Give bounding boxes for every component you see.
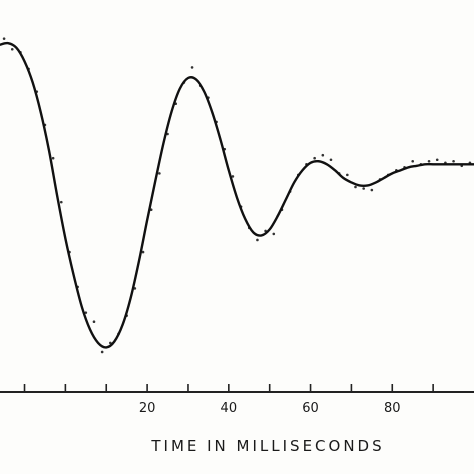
measured-point	[2, 37, 6, 40]
measured-point	[427, 159, 431, 163]
measured-point	[100, 350, 104, 354]
measured-point	[435, 158, 439, 162]
measured-point	[84, 311, 88, 314]
measured-point	[109, 341, 112, 345]
x-tick-label: 80	[384, 401, 401, 416]
measured-point	[411, 159, 415, 163]
x-tick-label: 20	[139, 401, 156, 416]
measured-point	[321, 153, 325, 157]
measured-point	[190, 66, 194, 69]
measured-point	[370, 188, 374, 192]
measured-point	[59, 200, 63, 204]
measured-point	[141, 250, 145, 254]
x-tick-label: 40	[221, 401, 238, 416]
fitted-oscillation-curve	[0, 41, 474, 349]
x-axis-tick-labels: 20 40 60 80	[139, 401, 401, 416]
measured-point	[313, 156, 316, 160]
x-axis-label: TIME IN MILLISECONDS	[150, 437, 384, 455]
measured-point	[272, 232, 276, 236]
measured-point	[346, 173, 349, 177]
measured-point	[51, 156, 55, 160]
measured-point	[10, 47, 14, 51]
x-tick-label: 60	[302, 401, 319, 416]
measured-point	[329, 158, 333, 162]
measured-point	[452, 159, 455, 163]
measured-point	[92, 320, 96, 324]
measured-point	[256, 238, 259, 242]
measured-point	[231, 175, 235, 178]
measured-point	[158, 172, 161, 175]
measured-point	[362, 187, 365, 190]
measured-point	[354, 185, 357, 189]
x-axis-ticks	[23, 384, 434, 392]
